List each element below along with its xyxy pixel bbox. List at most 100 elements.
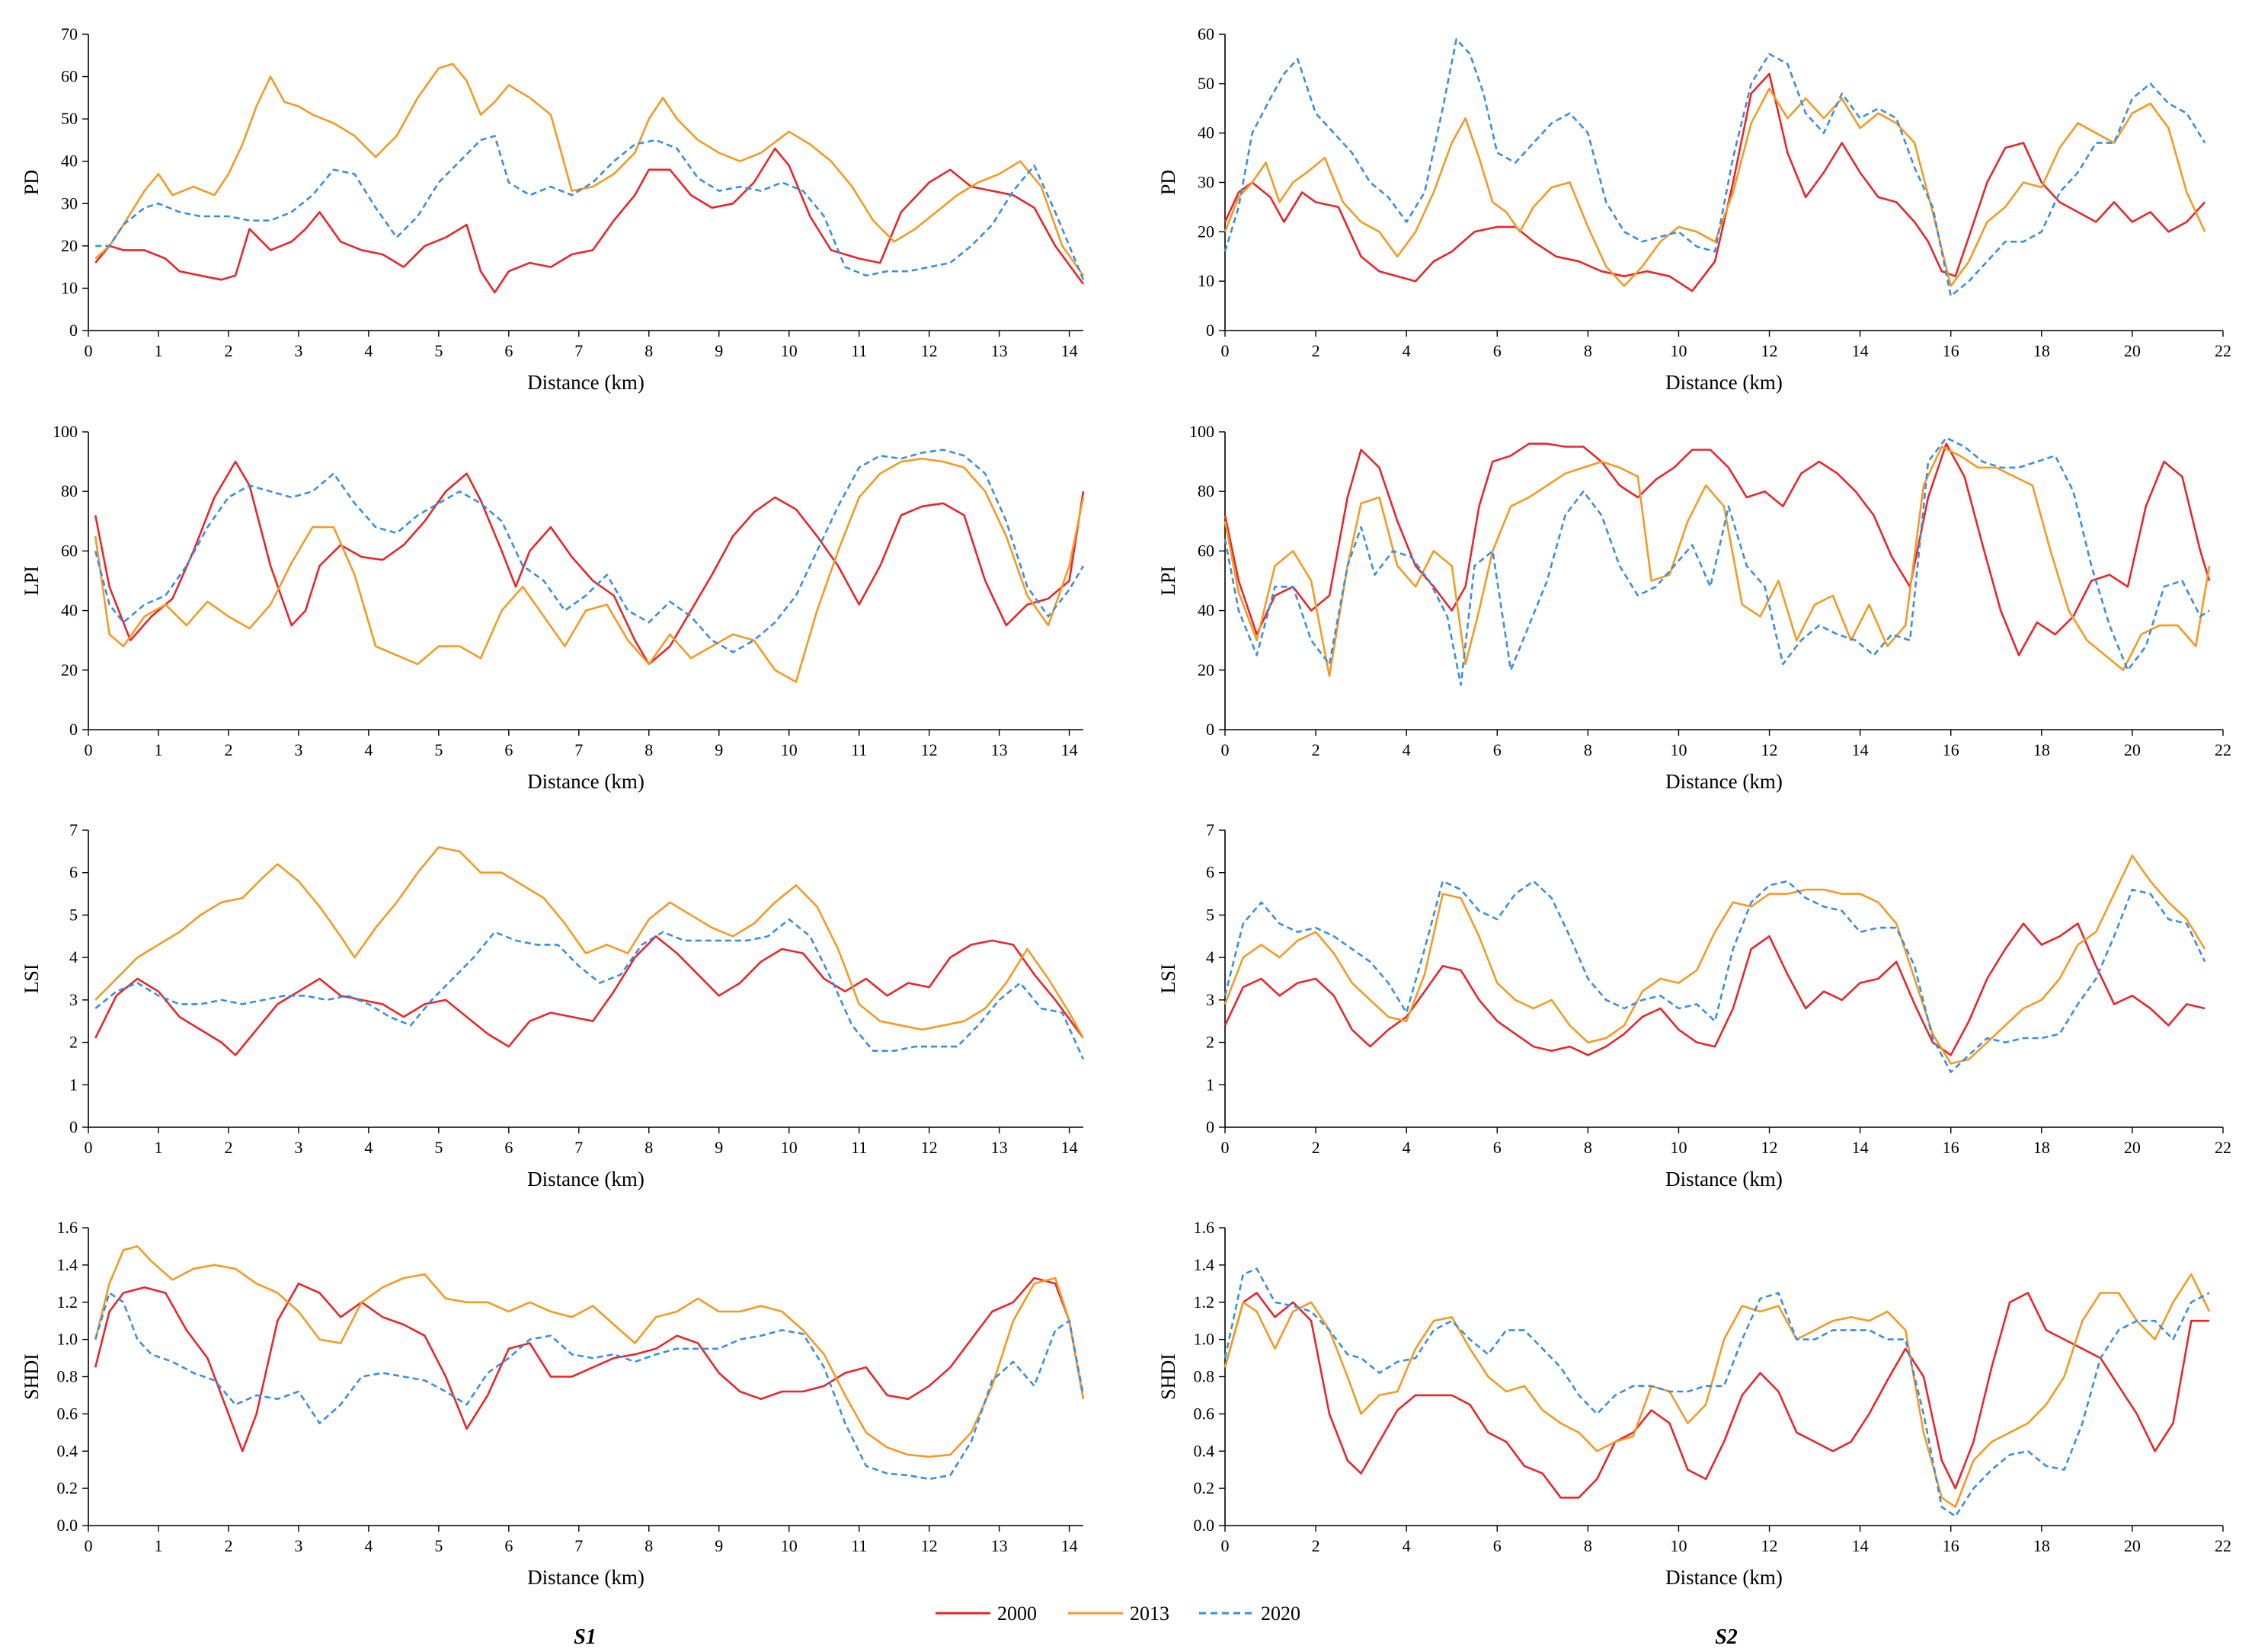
y-tick-label: 10 — [61, 278, 78, 297]
y-tick-label: 1 — [69, 1075, 78, 1094]
x-tick-label: 1 — [154, 1138, 162, 1157]
y-tick-label: 0.8 — [1194, 1367, 1215, 1386]
y-tick-label: 80 — [1198, 481, 1214, 500]
y-tick-label: 1.6 — [57, 1218, 78, 1237]
x-axis-label: Distance (km) — [1665, 1168, 1783, 1190]
x-tick-label: 16 — [1943, 1536, 1959, 1555]
x-tick-label: 20 — [2124, 341, 2141, 360]
y-tick-label: 0 — [69, 1117, 78, 1136]
x-tick-label: 5 — [434, 740, 443, 759]
y-tick-label: 40 — [61, 601, 78, 620]
x-tick-label: 11 — [851, 1138, 867, 1157]
series-line-2013 — [94, 62, 1085, 276]
x-tick-label: 11 — [851, 740, 867, 759]
y-tick-label: 1.4 — [57, 1255, 78, 1274]
x-tick-label: 7 — [574, 740, 583, 759]
x-tick-label: 8 — [645, 1536, 653, 1555]
series-line-2013 — [94, 457, 1085, 683]
x-tick-label: 14 — [1852, 341, 1869, 360]
x-tick-label: 12 — [921, 341, 938, 360]
y-tick-label: 40 — [1198, 601, 1214, 620]
x-tick-label: 0 — [1221, 341, 1230, 360]
y-tick-label: 6 — [69, 863, 78, 882]
x-tick-label: 20 — [2124, 740, 2141, 759]
series-line-2000 — [94, 460, 1085, 666]
y-tick-label: 30 — [61, 193, 78, 212]
y-tick-label: 5 — [1206, 905, 1214, 924]
x-tick-label: 20 — [2124, 1536, 2141, 1555]
y-tick-label: 4 — [1206, 947, 1214, 967]
y-tick-label: 1.2 — [57, 1293, 78, 1312]
y-tick-label: 70 — [61, 24, 78, 43]
x-tick-label: 13 — [991, 341, 1008, 360]
x-tick-label: 3 — [294, 1138, 302, 1157]
x-tick-label: 10 — [781, 1536, 798, 1555]
x-tick-label: 14 — [1061, 1536, 1078, 1555]
series-line-2013 — [94, 1245, 1085, 1458]
x-tick-label: 4 — [364, 740, 373, 759]
x-tick-label: 4 — [1403, 1138, 1411, 1157]
legend-label-2020: 2020 — [1261, 1602, 1300, 1625]
y-tick-label: 0.4 — [1194, 1441, 1215, 1460]
x-tick-label: 8 — [1584, 341, 1592, 360]
x-tick-label: 9 — [715, 341, 723, 360]
x-tick-label: 3 — [294, 1536, 302, 1555]
y-axis-label: SHDI — [1157, 1353, 1179, 1400]
y-tick-label: 0.4 — [57, 1441, 78, 1460]
x-tick-label: 12 — [1761, 740, 1778, 759]
series-line-2020 — [94, 918, 1085, 1060]
x-tick-label: 3 — [294, 740, 302, 759]
x-tick-label: 16 — [1943, 1138, 1959, 1157]
y-axis-label: SHDI — [21, 1353, 43, 1400]
x-axis-label: Distance (km) — [1665, 371, 1783, 394]
y-tick-label: 0.0 — [57, 1516, 78, 1535]
y-tick-label: 20 — [1198, 660, 1214, 679]
x-tick-label: 10 — [781, 1138, 798, 1157]
x-axis-label: Distance (km) — [527, 371, 645, 394]
x-tick-label: 8 — [645, 341, 653, 360]
x-tick-label: 6 — [1493, 740, 1502, 759]
x-tick-label: 14 — [1061, 1138, 1078, 1157]
x-tick-label: 4 — [364, 341, 373, 360]
x-tick-label: 12 — [1761, 341, 1778, 360]
series-line-2000 — [1223, 1292, 2210, 1499]
y-axis-label: PD — [21, 170, 43, 195]
x-tick-label: 0 — [85, 1536, 93, 1555]
x-tick-label: 12 — [921, 740, 938, 759]
x-tick-label: 0 — [1221, 740, 1230, 759]
y-tick-label: 1.4 — [1194, 1255, 1215, 1274]
series-line-2013 — [1223, 855, 2206, 1065]
series-line-2020 — [94, 1292, 1085, 1481]
x-tick-label: 11 — [851, 341, 867, 360]
series-line-2020 — [94, 449, 1085, 653]
y-tick-label: 3 — [1206, 990, 1214, 1009]
y-tick-label: 1.6 — [1194, 1218, 1215, 1237]
x-tick-label: 6 — [1493, 341, 1502, 360]
x-tick-label: 22 — [2215, 341, 2231, 360]
y-tick-label: 0.6 — [57, 1404, 78, 1423]
x-tick-label: 2 — [224, 341, 232, 360]
series-line-2020 — [1223, 880, 2206, 1073]
y-tick-label: 20 — [1198, 222, 1214, 241]
x-axis-label: Distance (km) — [527, 770, 645, 793]
x-tick-label: 10 — [1670, 341, 1687, 360]
y-tick-label: 3 — [69, 990, 78, 1009]
series-line-2013 — [1223, 1273, 2211, 1508]
x-tick-label: 12 — [921, 1138, 938, 1157]
x-tick-label: 7 — [574, 1536, 583, 1555]
x-tick-label: 0 — [1221, 1536, 1230, 1555]
section-label-s2: S2 — [1715, 1625, 1738, 1649]
legend: 2000 2013 2020 — [936, 1602, 1300, 1625]
y-tick-label: 2 — [69, 1033, 78, 1052]
x-tick-label: 7 — [574, 341, 583, 360]
x-tick-label: 5 — [434, 1536, 443, 1555]
legend-label-2013: 2013 — [1130, 1602, 1169, 1625]
x-tick-label: 14 — [1061, 740, 1078, 759]
panel-s2-lpi: 0 20 40 60 80 100 0 2 4 6 8 10 12 14 16 18 20 22 LPI Distan… — [1157, 422, 2231, 793]
x-tick-label: 13 — [991, 1138, 1008, 1157]
y-tick-label: 2 — [1206, 1033, 1214, 1052]
section-label-s1: S1 — [574, 1625, 597, 1649]
